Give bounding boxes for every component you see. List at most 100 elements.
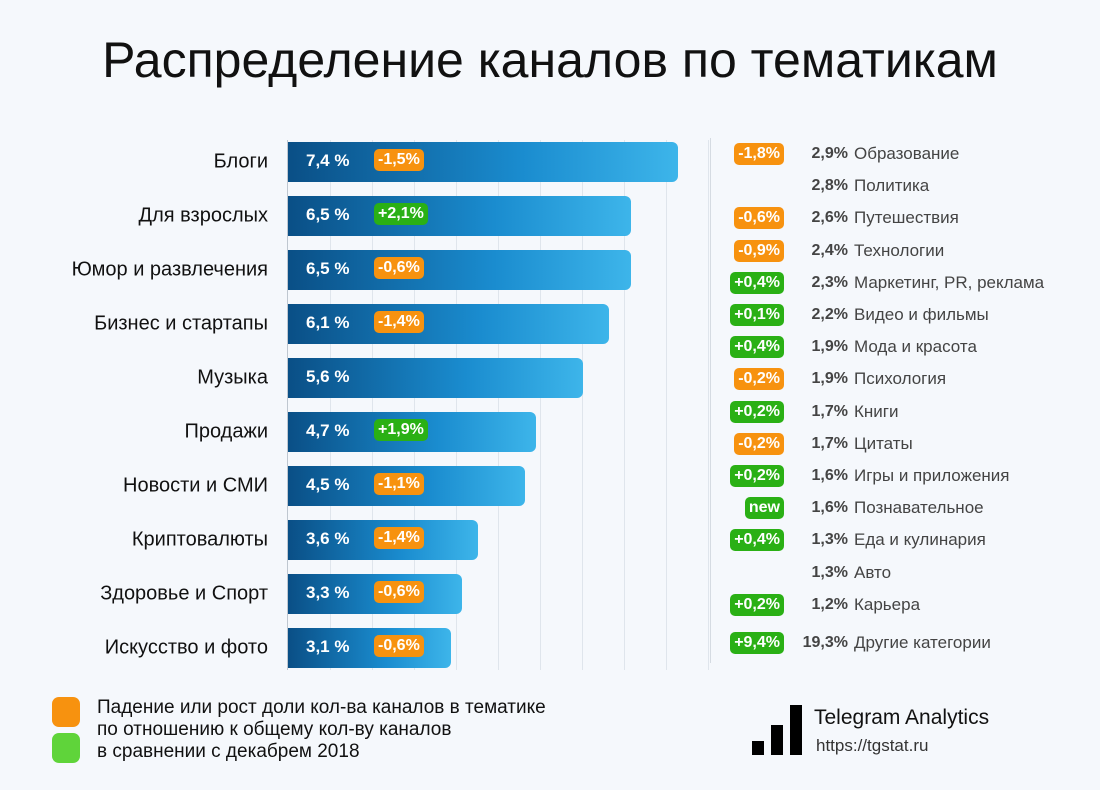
other-category-value: 1,6% <box>811 467 848 484</box>
change-badge: -0,6% <box>374 257 424 279</box>
other-category-name: Психология <box>854 369 947 389</box>
other-category-value: 19,3% <box>802 634 848 651</box>
other-category-name: Цитаты <box>854 433 913 453</box>
bar: 4,7 % +1,9% <box>288 412 536 452</box>
category-label: Продажи <box>184 420 268 443</box>
bar: 4,5 % -1,1% <box>288 466 526 506</box>
other-category-name: Образование <box>854 144 960 163</box>
other-category-item: -0,6% 2,6% Путешествия <box>700 207 1080 231</box>
legend-text: Падение или рост доли кол-ва каналов в т… <box>97 697 546 762</box>
bar: 6,5 % +2,1% <box>288 196 631 236</box>
gridline <box>540 140 541 670</box>
other-category-name: Другие категории <box>854 633 991 652</box>
change-badge: +0,2% <box>730 465 784 487</box>
other-category-name: Политика <box>854 176 930 196</box>
other-category-item: +0,2% 1,7% Книги <box>700 400 1080 425</box>
legend-swatch-decrease <box>52 697 80 727</box>
bar-value-label: 3,1 % <box>306 637 350 656</box>
gridline <box>330 140 331 670</box>
change-badge: -0,2% <box>734 432 784 455</box>
bar-value-label: 6,5 % <box>306 259 350 278</box>
change-badge: -1,4% <box>374 311 424 333</box>
change-badge: -0,6% <box>734 207 784 230</box>
brand-url[interactable]: https://tgstat.ru <box>816 736 929 755</box>
change-badge: -0,6% <box>374 635 424 657</box>
gridline <box>708 140 709 670</box>
bar-value-label: 7,4 % <box>306 151 350 170</box>
bar-value-label: 5,6 % <box>306 367 350 386</box>
other-category-value: 2,4% <box>811 241 848 259</box>
bar-value-label: 6,1 % <box>306 313 350 332</box>
other-category-item: -0,2% 1,9% Психология <box>700 368 1080 392</box>
other-category-value: 2,8% <box>811 177 848 195</box>
change-badge: new <box>744 497 784 520</box>
change-badge: +0,4% <box>730 336 784 359</box>
other-category-value: 1,3% <box>811 531 848 549</box>
gridline <box>414 140 415 670</box>
other-category-value: 1,9% <box>811 370 848 388</box>
other-category-item: +0,2% 1,6% Игры и приложения <box>700 465 1080 489</box>
other-category-item: +0,4% 1,9% Мода и красота <box>700 336 1080 360</box>
other-category-name: Путешествия <box>854 208 959 228</box>
bar: 3,6 % -1,4% <box>288 520 478 560</box>
brand-name: Telegram Analytics <box>814 706 990 729</box>
change-badge: -1,5% <box>374 149 424 171</box>
y-axis <box>287 140 288 670</box>
other-category-value: 2,3% <box>811 273 848 291</box>
other-category-item: +0,4% 1,3% Еда и кулинария <box>700 529 1080 553</box>
other-category-value: 1,7% <box>811 402 848 420</box>
other-category-name: Видео и фильмы <box>854 305 989 324</box>
other-category-item: +9,4% 19,3% Другие категории <box>700 632 1080 656</box>
chart-title: Распределение каналов по тематикам <box>102 32 998 88</box>
gridline <box>498 140 499 670</box>
other-category-name: Маркетинг, PR, реклама <box>854 272 1045 292</box>
other-category-value: 1,2% <box>811 595 848 613</box>
change-badge: +0,1% <box>730 304 784 326</box>
other-category-item: +0,2% 1,2% Карьера <box>700 593 1080 618</box>
category-label: Здоровье и Спорт <box>100 582 268 605</box>
other-category-item: 2,8% Политика <box>700 175 1080 199</box>
bar-value-label: 3,6 % <box>306 529 350 548</box>
bar: 3,3 % -0,6% <box>288 574 462 614</box>
change-badge: -1,8% <box>734 143 784 165</box>
divider <box>710 138 711 663</box>
bar: 3,1 % -0,6% <box>288 628 452 668</box>
other-category-name: Авто <box>854 562 892 582</box>
category-label: Юмор и развлечения <box>71 258 268 281</box>
change-badge: +2,1% <box>374 203 428 225</box>
other-category-item: -1,8% 2,9% Образование <box>700 143 1080 167</box>
category-label: Для взрослых <box>138 204 268 227</box>
change-badge: -1,1% <box>374 473 424 495</box>
category-label: Музыка <box>197 366 268 389</box>
gridline <box>582 140 583 670</box>
bar-value-label: 6,5 % <box>306 205 350 224</box>
category-label: Искусство и фото <box>104 636 268 659</box>
other-category-name: Книги <box>854 401 899 421</box>
bar: 7,4 % -1,5% <box>288 142 678 182</box>
gridline <box>456 140 457 670</box>
category-label: Криптовалюты <box>131 528 268 551</box>
bar: 5,6 % <box>288 358 584 398</box>
legend-swatch-increase <box>52 733 80 763</box>
other-category-item: new 1,6% Познавательное <box>700 497 1080 521</box>
category-label: Блоги <box>213 150 268 173</box>
gridline <box>624 140 625 670</box>
gridline <box>666 140 667 670</box>
other-category-item: -0,9% 2,4% Технологии <box>700 239 1080 264</box>
bar: 6,5 % -0,6% <box>288 250 631 290</box>
category-label: Новости и СМИ <box>123 474 268 497</box>
other-category-value: 1,7% <box>811 434 848 452</box>
change-badge: -0,6% <box>374 581 424 603</box>
change-badge: -1,4% <box>374 527 424 549</box>
legend: Падение или рост доли кол-ва каналов в т… <box>52 697 672 767</box>
other-category-item: +0,1% 2,2% Видео и фильмы <box>700 304 1080 328</box>
bar-value-label: 4,5 % <box>306 475 350 494</box>
change-badge: +0,4% <box>730 529 784 552</box>
other-category-name: Технологии <box>854 240 945 260</box>
other-category-value: 1,3% <box>811 563 848 581</box>
other-category-item: 1,3% Авто <box>700 562 1080 586</box>
change-badge: +0,4% <box>730 271 784 294</box>
bar-value-label: 3,3 % <box>306 583 350 602</box>
change-badge: -0,9% <box>734 239 784 262</box>
bar-chart: Блоги 7,4 % -1,5% Для взрослых 6,5 % +2,1% Юмо… <box>71 138 1080 670</box>
